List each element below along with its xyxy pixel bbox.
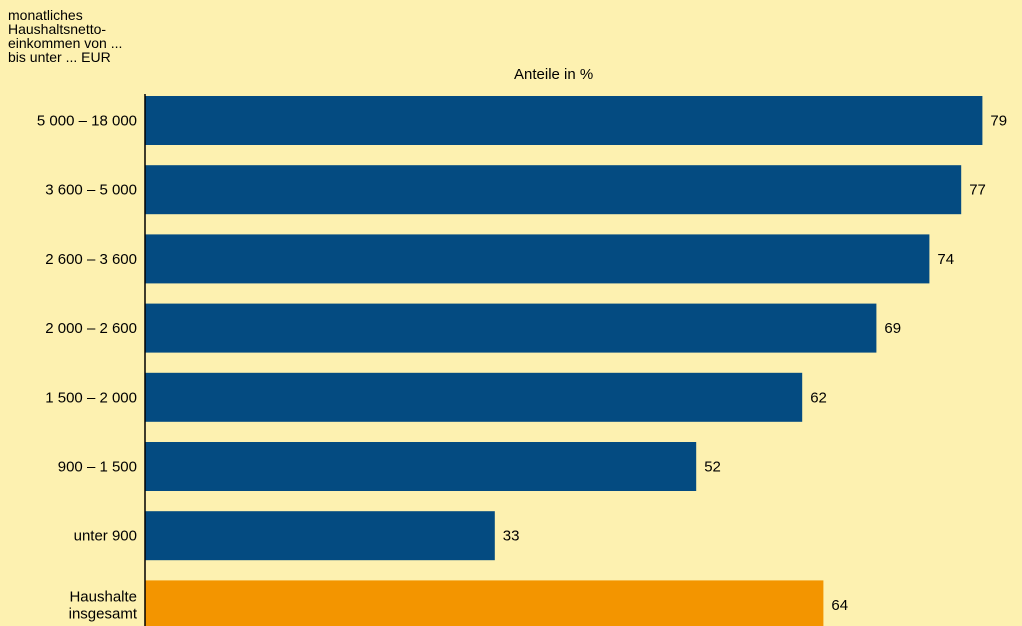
bar-value-label-4: 62 (810, 389, 827, 406)
bar-7 (145, 580, 824, 626)
bar-value-label-3: 69 (884, 320, 901, 337)
bar-3 (145, 303, 877, 353)
bar-value-label-0: 79 (990, 113, 1007, 130)
category-label-4: 1 500 – 2 000 (45, 389, 137, 406)
category-label-2: 2 600 – 3 600 (45, 251, 137, 268)
bar-5 (145, 442, 697, 491)
category-label-6: unter 900 (74, 528, 137, 545)
category-label-1: 3 600 – 5 000 (45, 182, 137, 199)
category-label-5: 900 – 1 500 (58, 459, 137, 476)
category-label-7: Haushalte insgesamt (69, 588, 138, 622)
y-axis-title: monatliches Haushaltsnetto- einkommen vo… (8, 7, 123, 65)
bar-value-label-5: 52 (704, 459, 721, 476)
bar-value-label-7: 64 (831, 597, 848, 614)
bar-6 (145, 511, 495, 561)
category-label-3: 2 000 – 2 600 (45, 320, 137, 337)
bar-value-label-6: 33 (503, 528, 520, 545)
category-label-0: 5 000 – 18 000 (37, 113, 137, 130)
bar-2 (145, 234, 930, 284)
bar-value-label-2: 74 (937, 251, 954, 268)
x-axis-title: Anteile in % (514, 66, 594, 83)
bar-0 (145, 96, 983, 145)
bar-1 (145, 165, 962, 215)
bar-4 (145, 372, 803, 422)
bar-value-label-1: 77 (969, 182, 986, 199)
